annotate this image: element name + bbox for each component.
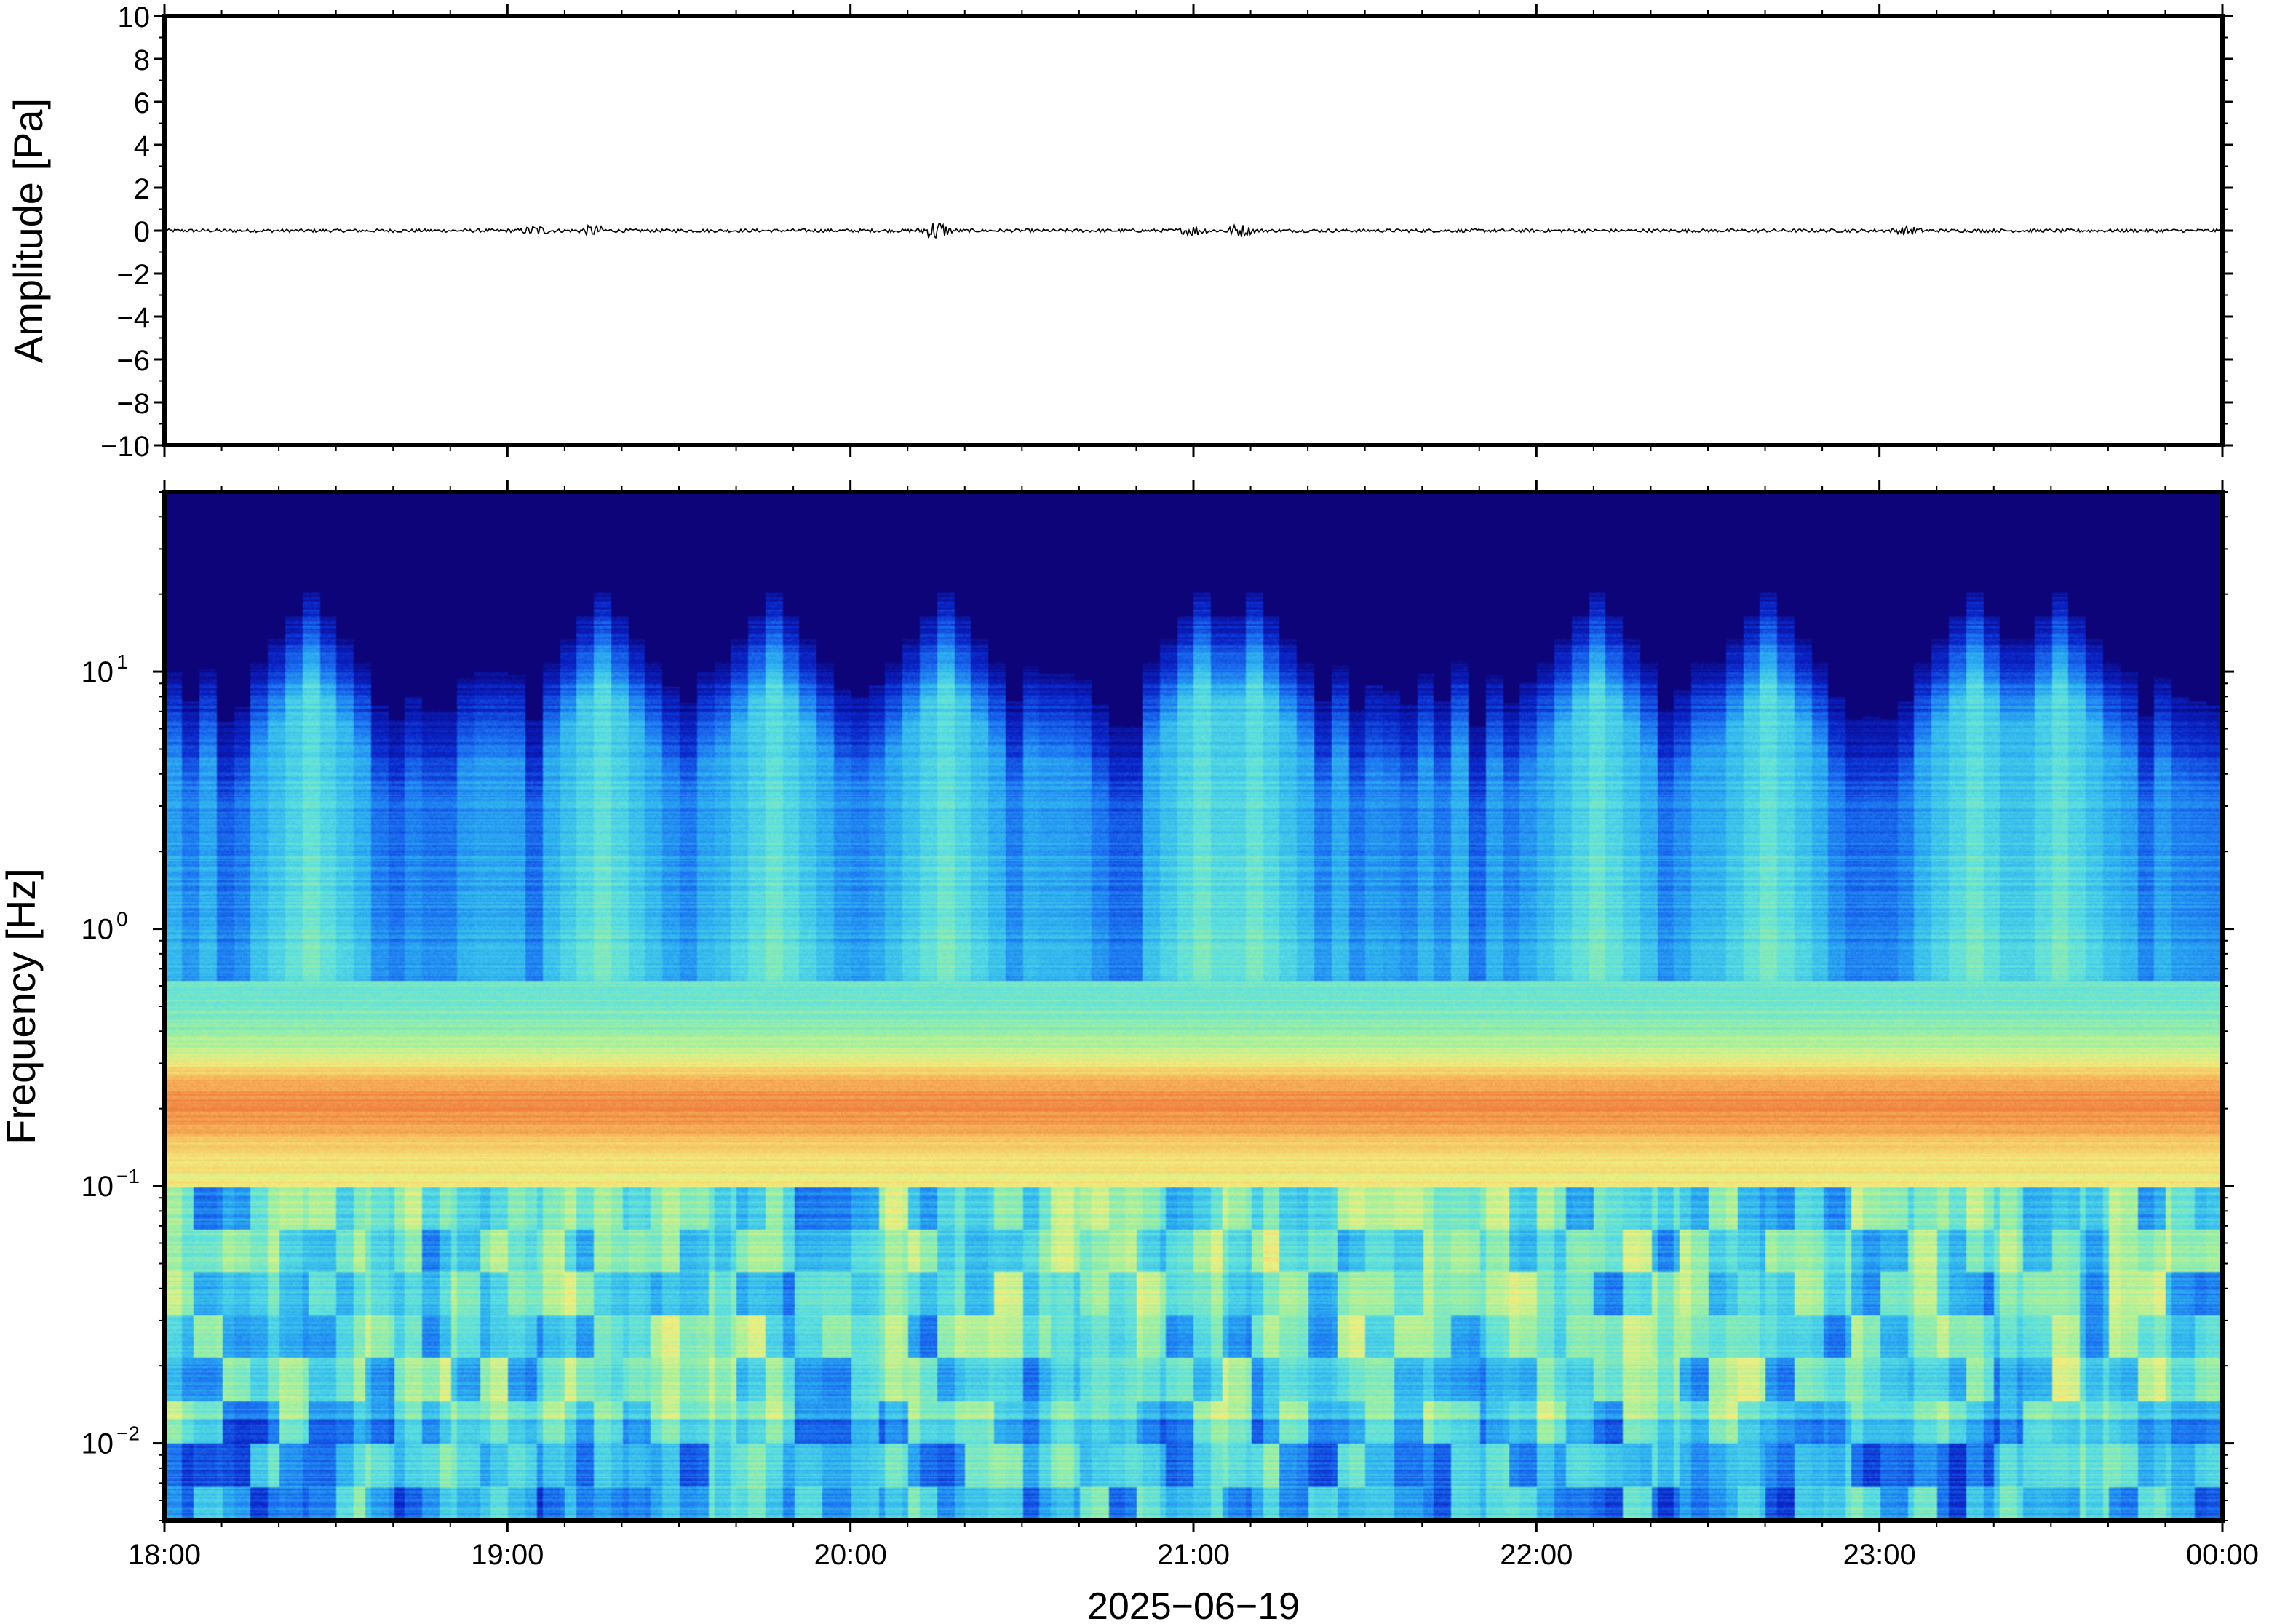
amplitude-axis-label: Amplitude [Pa] <box>5 98 51 363</box>
amplitude-tick-label: 6 <box>134 87 150 119</box>
date-axis-label: 2025−06−19 <box>1087 1585 1300 1624</box>
frequency-tick-label: 10 <box>82 1171 114 1203</box>
time-tick-label: 21:00 <box>1157 1539 1230 1571</box>
amplitude-tick-label: −2 <box>116 259 150 291</box>
time-tick-label: 00:00 <box>2186 1539 2259 1571</box>
waveform-y-tick-labels: 10 8 6 4 2 0 −2 −4 −6 −8 −10 <box>100 1 150 463</box>
amplitude-tick-label: 2 <box>134 173 150 205</box>
frequency-tick-exponent: 1 <box>116 650 128 673</box>
amplitude-tick-label: 0 <box>134 216 150 248</box>
frequency-tick-exponent: 0 <box>116 908 128 931</box>
amplitude-tick-label: 4 <box>134 130 150 162</box>
amplitude-tick-label: −8 <box>116 388 150 420</box>
frequency-tick-exponent: −1 <box>116 1165 140 1187</box>
time-tick-label: 19:00 <box>471 1539 544 1571</box>
amplitude-tick-label: −4 <box>116 302 150 334</box>
frequency-tick-label: 10 <box>82 1428 114 1460</box>
spectrogram-ticks <box>153 480 2234 1532</box>
amplitude-tick-label: −10 <box>100 431 150 463</box>
time-tick-labels: 18:00 19:00 20:00 21:00 22:00 23:00 00:00 <box>128 1539 2259 1571</box>
frequency-tick-label: 10 <box>82 914 114 946</box>
time-tick-label: 20:00 <box>814 1539 887 1571</box>
amplitude-tick-label: −6 <box>116 345 150 377</box>
waveform-panel: 10 8 6 4 2 0 −2 −4 −6 −8 −10 Amplitude [Pa] <box>5 1 2233 463</box>
frequency-axis-label: Frequency [Hz] <box>0 868 44 1145</box>
amplitude-tick-label: 8 <box>134 44 150 76</box>
spectrogram-image <box>164 492 2222 1521</box>
amplitude-tick-label: 10 <box>118 1 151 33</box>
frequency-tick-exponent: −2 <box>116 1422 140 1445</box>
time-tick-label: 22:00 <box>1500 1539 1573 1571</box>
spectrogram-frame <box>162 490 2225 1523</box>
time-tick-label: 18:00 <box>128 1539 201 1571</box>
waveform-ticks <box>154 4 2233 457</box>
waveform-line <box>164 223 2223 239</box>
frequency-tick-label: 10 <box>82 656 114 688</box>
time-tick-label: 23:00 <box>1843 1539 1916 1571</box>
